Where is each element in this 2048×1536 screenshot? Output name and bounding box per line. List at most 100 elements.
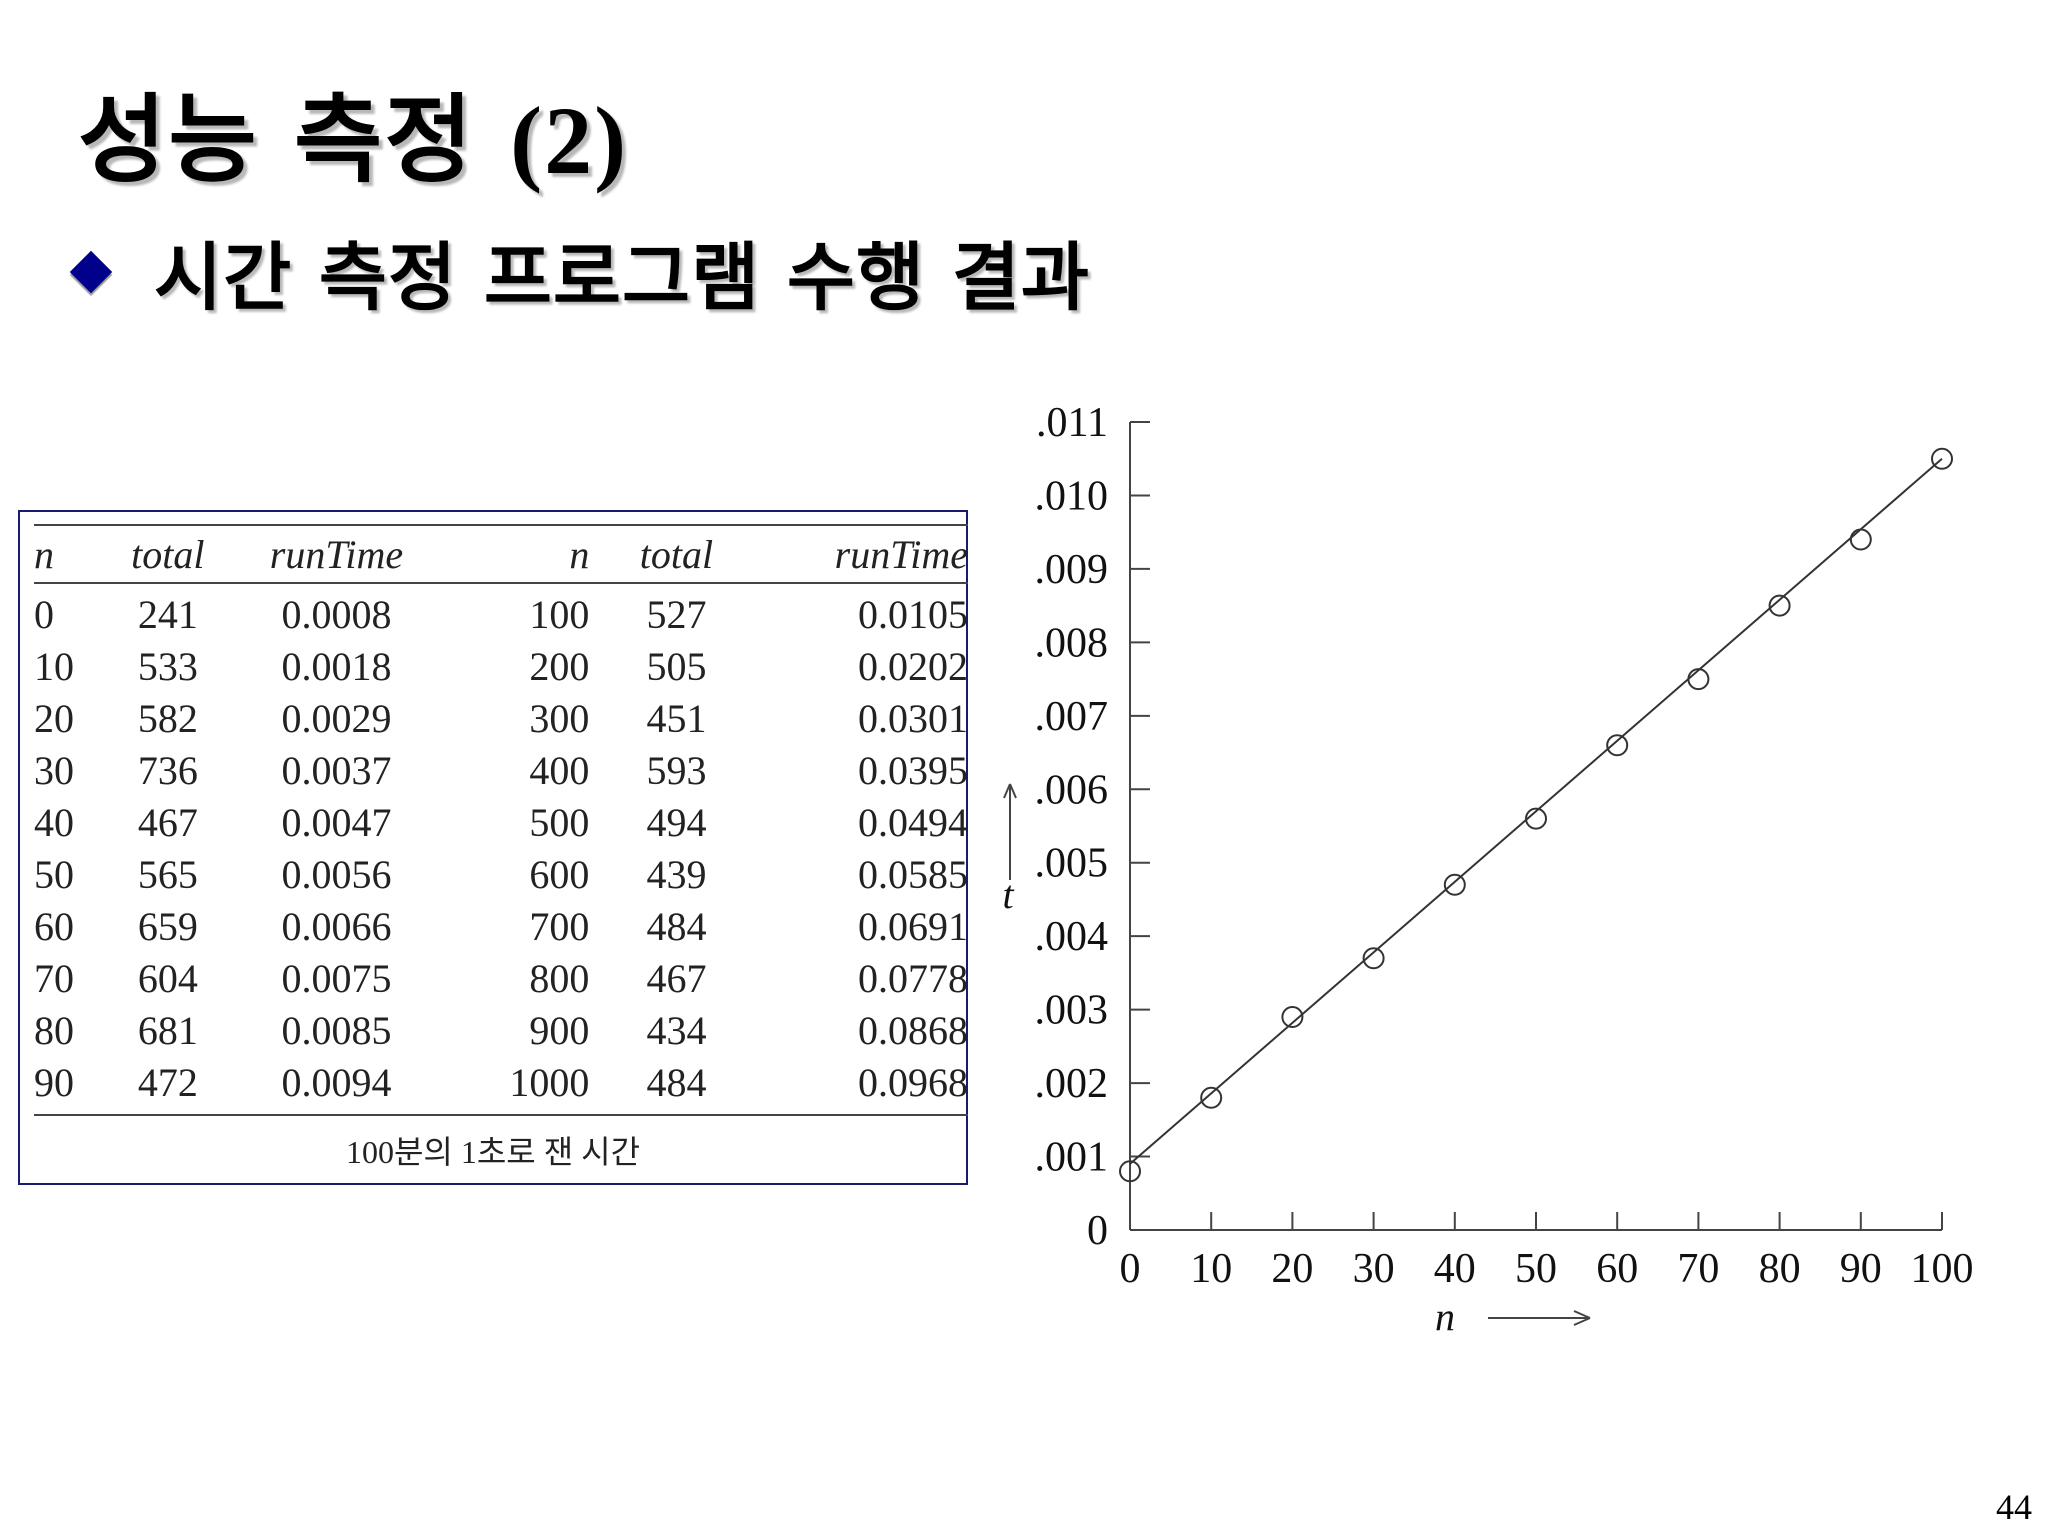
- table-cell: 467: [646, 955, 707, 1001]
- x-tick-label: 40: [1434, 1246, 1476, 1292]
- x-tick-label: 90: [1840, 1246, 1882, 1292]
- header-n: n: [34, 524, 104, 584]
- data-point: [1687, 668, 1710, 691]
- table-cell: 900: [529, 1007, 590, 1053]
- x-tick-label: 70: [1677, 1246, 1719, 1292]
- table-cell: 241: [137, 591, 198, 637]
- table-row: 50 565 0.0056 600 439 0.0585: [34, 848, 968, 900]
- table-cell: 400: [529, 747, 590, 793]
- x-tick-label: 30: [1353, 1246, 1395, 1292]
- x-tick-label: 60: [1596, 1246, 1638, 1292]
- slide-title-number: (2): [510, 87, 629, 194]
- table-header-row: n total runTime n total runTime: [34, 524, 968, 584]
- data-point: [1281, 1005, 1304, 1028]
- table-cell: 0.0056: [281, 851, 392, 897]
- header-runtime-2: runTime: [755, 524, 968, 584]
- table-cell: 527: [646, 591, 707, 637]
- data-point: [1931, 447, 1953, 470]
- table-cell: 505: [646, 643, 707, 689]
- header-n-2: n: [440, 524, 598, 584]
- results-table: n total runTime n total runTime 0 241 0.00…: [34, 524, 968, 1116]
- table-cell: 736: [137, 747, 198, 793]
- y-axis-arrow-icon: [1003, 783, 1017, 799]
- table-cell: 1000: [440, 1056, 598, 1116]
- table-row: 0 241 0.0008 100 527 0.0105: [34, 583, 968, 640]
- table-cell: 681: [137, 1007, 198, 1053]
- table-cell: 0.0066: [281, 903, 392, 949]
- table-cell: 484: [597, 1056, 756, 1116]
- table-cell: 70: [34, 955, 74, 1001]
- data-point: [1606, 734, 1629, 757]
- table-row: 70 604 0.0075 800 467 0.0778: [34, 952, 968, 1004]
- table-cell: 0.0037: [281, 747, 392, 793]
- table-cell: 20: [34, 695, 74, 741]
- table-cell: 0.0008: [281, 591, 392, 637]
- table-row: 40 467 0.0047 500 494 0.0494: [34, 796, 968, 848]
- header-total-2: total: [597, 524, 756, 584]
- table-cell: 60: [34, 903, 74, 949]
- y-tick-label: .008: [1035, 620, 1109, 666]
- table-cell: 533: [137, 643, 198, 689]
- bullet-text: 시간 측정 프로그램 수행 결과: [154, 235, 1091, 321]
- y-tick-label: .006: [1035, 767, 1109, 813]
- table-cell: 0.0085: [281, 1007, 392, 1053]
- table-cell: 593: [646, 747, 707, 793]
- x-tick-label: 10: [1190, 1246, 1232, 1292]
- page-number: 44: [1996, 1487, 2032, 1527]
- table-row: 90 472 0.0094 1000 484 0.0968: [34, 1056, 968, 1116]
- y-tick-label: .003: [1035, 988, 1109, 1034]
- table-cell: 439: [646, 851, 707, 897]
- x-tick-label: 100: [1911, 1246, 1974, 1292]
- y-tick-label: .009: [1035, 547, 1109, 593]
- bullet-item: 시간 측정 프로그램 수행 결과: [69, 218, 1091, 325]
- data-point: [1849, 528, 1872, 551]
- table-cell: 0.0018: [281, 643, 392, 689]
- trend-line: [1129, 457, 1943, 1165]
- table-cell: 600: [529, 851, 590, 897]
- y-tick-label: .002: [1035, 1061, 1109, 1107]
- table-cell: 0.0691: [858, 903, 968, 949]
- table-cell: 472: [103, 1056, 233, 1116]
- y-tick-label: .001: [1035, 1135, 1109, 1181]
- table-cell: 0.0202: [858, 643, 968, 689]
- table-caption: 100분의 1초로 잰 시간: [345, 1134, 641, 1170]
- table-cell: 0.0494: [858, 799, 968, 845]
- table-cell: 0.0968: [755, 1056, 968, 1116]
- table-cell: 0.0868: [858, 1007, 968, 1053]
- table-cell: 604: [137, 955, 198, 1001]
- table-cell: 0.0075: [281, 955, 392, 1001]
- slide-title: 성능 측정 (2): [78, 62, 628, 201]
- table-cell: 40: [34, 799, 74, 845]
- table-cell: 0.0047: [281, 799, 392, 845]
- table-cell: 484: [646, 903, 707, 949]
- table-cell: 200: [529, 643, 590, 689]
- table-cell: 800: [529, 955, 590, 1001]
- y-tick-label: .007: [1035, 694, 1109, 740]
- table-cell: 659: [137, 903, 198, 949]
- slide-title-text: 성능 측정: [78, 84, 475, 196]
- table-row: 80 681 0.0085 900 434 0.0868: [34, 1004, 968, 1056]
- table-cell: 30: [34, 747, 74, 793]
- table-cell: 10: [34, 643, 74, 689]
- table-cell: 80: [34, 1007, 74, 1053]
- x-axis-arrow-icon: [1573, 1310, 1591, 1326]
- y-axis-label: t: [1002, 872, 1014, 917]
- table-cell: 0.0029: [281, 695, 392, 741]
- table-cell: 500: [529, 799, 590, 845]
- y-tick-label: .005: [1035, 841, 1109, 887]
- x-tick-label: 0: [1120, 1246, 1141, 1292]
- table-cell: 50: [34, 851, 74, 897]
- table-row: 60 659 0.0066 700 484 0.0691: [34, 900, 968, 952]
- table-cell: 0.0585: [858, 851, 968, 897]
- table-row: 10 533 0.0018 200 505 0.0202: [34, 640, 968, 692]
- table-cell: 451: [646, 695, 707, 741]
- table-cell: 565: [137, 851, 198, 897]
- x-tick-label: 80: [1759, 1246, 1801, 1292]
- table-cell: 0.0105: [858, 591, 968, 637]
- table-cell: 100: [529, 591, 590, 637]
- table-cell: 300: [529, 695, 590, 741]
- table-cell: 0.0395: [858, 747, 968, 793]
- table-row: 30 736 0.0037 400 593 0.0395: [34, 744, 968, 796]
- header-runtime: runTime: [232, 524, 441, 584]
- table-cell: 494: [646, 799, 707, 845]
